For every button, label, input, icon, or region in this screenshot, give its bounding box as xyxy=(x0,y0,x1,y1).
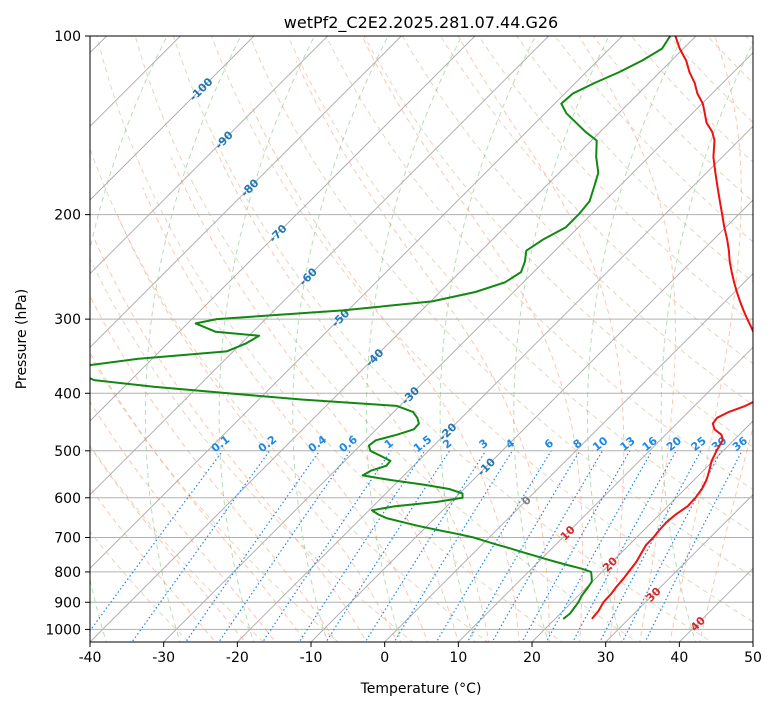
x-tick-label: 50 xyxy=(744,650,762,666)
y-tick-label: 1000 xyxy=(45,622,81,638)
x-tick-label: -40 xyxy=(79,650,102,666)
y-tick-label: 400 xyxy=(54,386,81,402)
x-tick-label: 20 xyxy=(523,650,541,666)
y-tick-label: 300 xyxy=(54,312,81,328)
chart-title: wetPf2_C2E2.2025.281.07.44.G26 xyxy=(284,13,558,33)
y-tick-label: 700 xyxy=(54,531,81,547)
x-tick-label: 10 xyxy=(449,650,467,666)
x-tick-label: -20 xyxy=(226,650,249,666)
x-axis-label: Temperature (°C) xyxy=(360,681,482,697)
x-tick-label: -10 xyxy=(300,650,323,666)
y-tick-label: 800 xyxy=(54,565,81,581)
x-tick-label: 40 xyxy=(670,650,688,666)
y-tick-label: 900 xyxy=(54,595,81,611)
y-axis-label: Pressure (hPa) xyxy=(14,289,30,389)
y-tick-label: 600 xyxy=(54,491,81,507)
x-tick-label: -30 xyxy=(152,650,175,666)
y-tick-label: 100 xyxy=(54,29,81,45)
x-tick-label: 0 xyxy=(380,650,389,666)
y-tick-label: 200 xyxy=(54,208,81,224)
x-tick-label: 30 xyxy=(597,650,615,666)
y-tick-label: 500 xyxy=(54,444,81,460)
